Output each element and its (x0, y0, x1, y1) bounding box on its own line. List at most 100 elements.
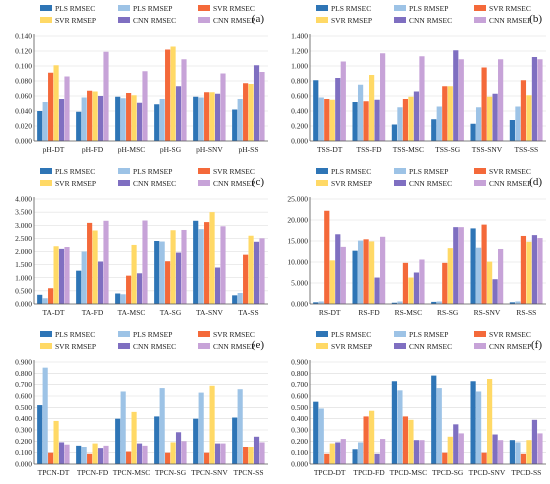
legend-label: PLS RMSEC (331, 4, 371, 13)
bar (509, 120, 516, 141)
legend-swatch (394, 180, 406, 186)
bar (115, 293, 121, 304)
bar (214, 267, 221, 304)
x-category-label: RS-DT (319, 308, 341, 317)
y-tick-label: 0.900 (15, 358, 32, 367)
bar (198, 229, 204, 304)
legend-label: PLS RMSEP (133, 167, 172, 176)
panel-letter: (b) (529, 13, 542, 25)
bar (324, 453, 330, 464)
bar (419, 259, 425, 304)
bar (335, 234, 341, 304)
chart-panel-1: PLS RMSEC PLS RMSEP SVR RMSEC SVR RMSEP CNN … (15, 4, 268, 154)
x-category-label: TA-FD (82, 308, 104, 317)
y-tick-label: 0.020 (15, 122, 32, 131)
bar (408, 96, 414, 141)
x-category-label: TA-SS (238, 308, 258, 317)
bar (259, 72, 265, 141)
bar (103, 220, 109, 304)
bar (214, 93, 221, 141)
bar (419, 440, 425, 464)
y-tick-label: 0.040 (15, 107, 32, 116)
bar (37, 405, 43, 464)
bar (447, 436, 453, 464)
legend-swatch (316, 343, 328, 349)
legend-label: PLS RMSEC (55, 330, 95, 339)
bar (126, 275, 132, 304)
bar (408, 277, 414, 304)
bar (526, 95, 532, 141)
chart-panel-3: PLS RMSEC PLS RMSEP SVR RMSEC SVR RMSEP CNN … (15, 167, 268, 317)
bar (458, 433, 464, 464)
bar (142, 220, 148, 304)
x-category-label: pH-FD (82, 145, 104, 154)
bar (531, 235, 538, 304)
bar (447, 86, 453, 141)
bar (42, 298, 48, 304)
bar (220, 443, 226, 464)
bar (87, 453, 93, 464)
bar (318, 301, 324, 304)
bar (453, 424, 459, 464)
bar (193, 220, 199, 304)
bar (170, 46, 176, 141)
bar (318, 408, 324, 464)
bar (431, 301, 437, 304)
y-tick-label: 0.800 (15, 369, 32, 378)
y-tick-label: 0.080 (15, 77, 32, 86)
bar (142, 445, 148, 464)
legend-swatch (198, 343, 210, 349)
y-tick-label: 0.200 (291, 437, 308, 446)
y-tick-label: 3.000 (15, 221, 32, 230)
bar (237, 99, 243, 141)
legend-swatch (394, 343, 406, 349)
legend-label: CNN RMSEC (133, 179, 176, 188)
bar (431, 375, 437, 464)
legend-label: CNN RMSEC (409, 342, 452, 351)
y-tick-label: 0.500 (15, 403, 32, 412)
bar (209, 385, 215, 464)
legend-swatch (40, 5, 52, 11)
bar (515, 106, 521, 141)
bar (193, 418, 199, 464)
bar (170, 442, 176, 464)
bar (498, 248, 504, 304)
bar (103, 445, 109, 464)
legend-label: PLS RMSEP (409, 167, 448, 176)
x-category-label: pH-DT (43, 145, 65, 154)
bar (253, 65, 260, 141)
bar (357, 240, 364, 304)
y-tick-label: 2.500 (15, 234, 32, 243)
y-tick-label: 1.000 (291, 62, 308, 71)
legend-label: PLS RMSEP (133, 330, 172, 339)
bar (537, 433, 543, 464)
bar (76, 111, 82, 141)
bar (313, 80, 319, 141)
bar (248, 447, 254, 464)
bar (481, 67, 487, 141)
y-tick-label: 0.700 (291, 380, 308, 389)
bar (492, 434, 498, 464)
legend-swatch (474, 343, 486, 349)
x-category-label: pH-SG (160, 145, 182, 154)
x-category-label: TSS-SNV (472, 145, 503, 154)
bar (537, 59, 543, 141)
bar (87, 90, 93, 141)
bar (431, 119, 437, 141)
panel-letter: (e) (252, 339, 265, 351)
bar (369, 410, 375, 464)
y-tick-label: 1.200 (291, 47, 308, 56)
bar (397, 301, 403, 304)
bar (131, 95, 137, 141)
y-tick-label: 0.140 (15, 32, 32, 41)
bar (397, 107, 403, 141)
x-category-label: TSS-MSC (393, 145, 424, 154)
bar (515, 301, 521, 304)
bar (481, 452, 487, 464)
bar (198, 97, 204, 141)
bar (76, 270, 82, 304)
legend-swatch (316, 5, 328, 11)
bar (220, 226, 226, 304)
y-tick-label: 0.900 (291, 358, 308, 367)
legend-swatch (316, 17, 328, 23)
